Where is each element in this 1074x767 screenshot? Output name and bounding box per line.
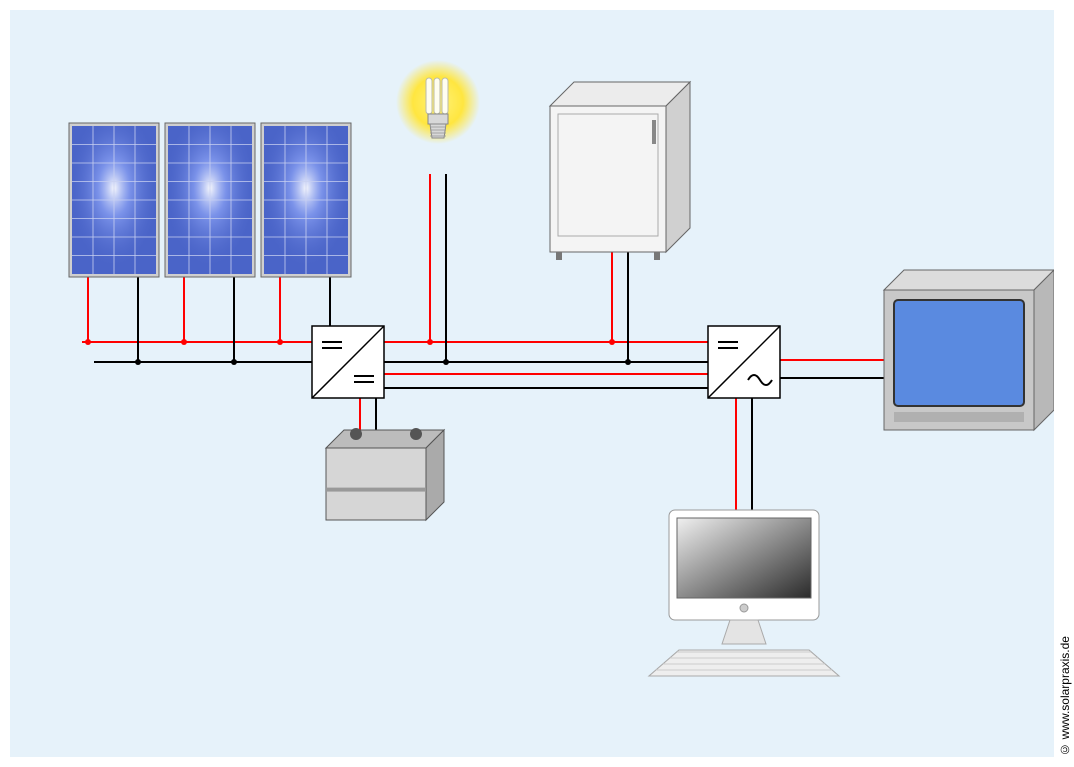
lightbulb-icon	[396, 60, 480, 144]
solar-system-diagram	[10, 10, 1054, 757]
computer-icon	[649, 510, 839, 676]
diagram-stage: © www.solarpraxis.de	[0, 0, 1074, 767]
crt-tv-icon	[884, 270, 1054, 430]
copyright-text: © www.solarpraxis.de	[1058, 636, 1072, 757]
battery-icon	[326, 428, 444, 520]
cabinet-icon	[550, 82, 690, 260]
